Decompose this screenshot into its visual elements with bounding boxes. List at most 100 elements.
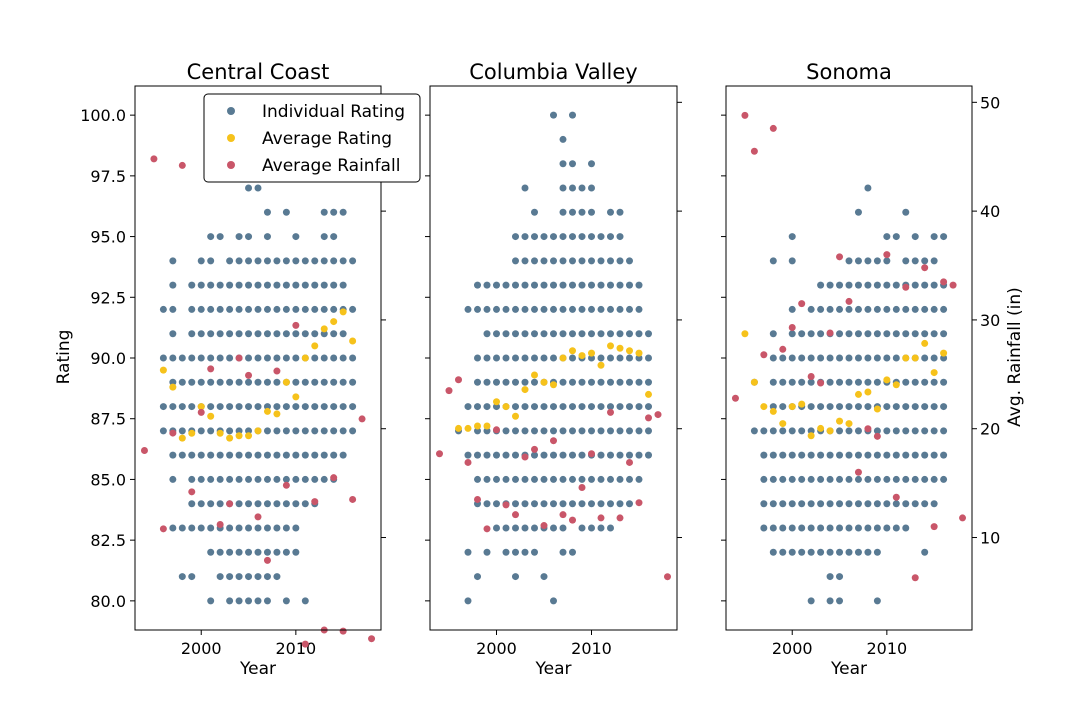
individual-rating-point <box>779 475 787 483</box>
average-rainfall-point <box>779 345 787 353</box>
individual-rating-point <box>930 233 938 241</box>
average-rating-point <box>836 417 844 425</box>
average-rainfall-point <box>654 411 662 419</box>
individual-rating-point <box>282 305 290 313</box>
individual-rating-point <box>616 403 624 411</box>
individual-rating-point <box>597 257 605 265</box>
individual-rating-point <box>769 500 777 508</box>
individual-rating-point <box>521 500 529 508</box>
average-rating-point <box>521 386 529 394</box>
individual-rating-point <box>311 354 319 362</box>
y-axis-label-rating-text: Rating <box>54 330 74 385</box>
individual-rating-point <box>911 500 919 508</box>
individual-rating-point <box>769 427 777 435</box>
average-rainfall-point <box>474 495 481 503</box>
individual-rating-point <box>836 475 844 483</box>
individual-rating-point <box>540 403 548 411</box>
individual-rating-point <box>873 451 881 459</box>
individual-rating-point <box>559 427 567 435</box>
individual-rating-point <box>760 524 768 532</box>
individual-rating-point <box>301 500 309 508</box>
individual-rating-point <box>311 475 319 483</box>
individual-rating-point <box>807 524 815 532</box>
individual-rating-point <box>616 354 624 362</box>
individual-rating-point <box>940 475 948 483</box>
individual-rating-point <box>521 548 529 556</box>
average-rating-point <box>169 383 177 391</box>
individual-rating-point <box>226 354 234 362</box>
individual-rating-point <box>474 451 481 459</box>
individual-rating-point <box>569 427 576 435</box>
individual-rating-point <box>207 500 215 508</box>
individual-rating-point <box>807 378 815 386</box>
individual-rating-point <box>245 548 253 556</box>
individual-rating-point <box>273 354 281 362</box>
individual-rating-point <box>197 475 205 483</box>
average-rating-point <box>235 432 243 440</box>
individual-rating-point <box>607 233 614 241</box>
individual-rating-point <box>273 281 281 289</box>
individual-rating-point <box>464 548 472 556</box>
average-rating-point <box>892 381 900 389</box>
individual-rating-point <box>330 403 338 411</box>
average-rainfall-point <box>502 501 510 509</box>
individual-rating-point <box>883 354 891 362</box>
average-rating-point <box>930 369 938 377</box>
individual-rating-point <box>320 281 328 289</box>
individual-rating-point <box>235 573 243 581</box>
individual-rating-point <box>883 427 891 435</box>
individual-rating-point <box>301 281 309 289</box>
individual-rating-point <box>883 403 891 411</box>
individual-rating-point <box>892 354 900 362</box>
individual-rating-point <box>788 500 796 508</box>
individual-rating-point <box>616 330 624 338</box>
individual-rating-point <box>550 233 557 241</box>
individual-rating-point <box>569 281 576 289</box>
individual-rating-point <box>817 524 825 532</box>
individual-rating-point <box>873 597 881 605</box>
individual-rating-point <box>493 403 500 411</box>
individual-rating-point <box>607 354 614 362</box>
average-rating-point <box>282 378 290 386</box>
individual-rating-point <box>550 427 557 435</box>
individual-rating-point <box>216 573 224 581</box>
individual-rating-point <box>531 451 538 459</box>
individual-rating-point <box>226 451 234 459</box>
individual-rating-point <box>930 354 938 362</box>
individual-rating-point <box>588 427 595 435</box>
average-rainfall-point <box>188 488 196 496</box>
individual-rating-point <box>320 330 328 338</box>
individual-rating-point <box>301 403 309 411</box>
individual-rating-point <box>769 524 777 532</box>
individual-rating-point <box>769 354 777 362</box>
individual-rating-point <box>578 233 586 241</box>
average-rating-point <box>178 434 186 442</box>
individual-rating-point <box>817 305 825 313</box>
individual-rating-point <box>798 451 806 459</box>
individual-rating-point <box>521 330 529 338</box>
individual-rating-point <box>245 573 253 581</box>
individual-rating-point <box>226 427 234 435</box>
average-rainfall-point <box>616 514 624 522</box>
individual-rating-point <box>635 378 643 386</box>
individual-rating-point <box>188 330 196 338</box>
individual-rating-point <box>169 403 177 411</box>
individual-rating-point <box>826 451 834 459</box>
average-rainfall-point <box>140 446 148 454</box>
individual-rating-point <box>559 330 567 338</box>
individual-rating-point <box>626 257 633 265</box>
average-rating-point <box>197 403 205 411</box>
individual-rating-point <box>512 403 519 411</box>
individual-rating-point <box>282 354 290 362</box>
average-rating-point <box>760 403 768 411</box>
individual-rating-point <box>349 378 357 386</box>
individual-rating-point <box>845 378 853 386</box>
individual-rating-point <box>930 427 938 435</box>
individual-rating-point <box>512 524 519 532</box>
average-rainfall-point <box>788 324 796 332</box>
individual-rating-point <box>235 378 243 386</box>
individual-rating-point <box>788 524 796 532</box>
individual-rating-point <box>902 524 910 532</box>
